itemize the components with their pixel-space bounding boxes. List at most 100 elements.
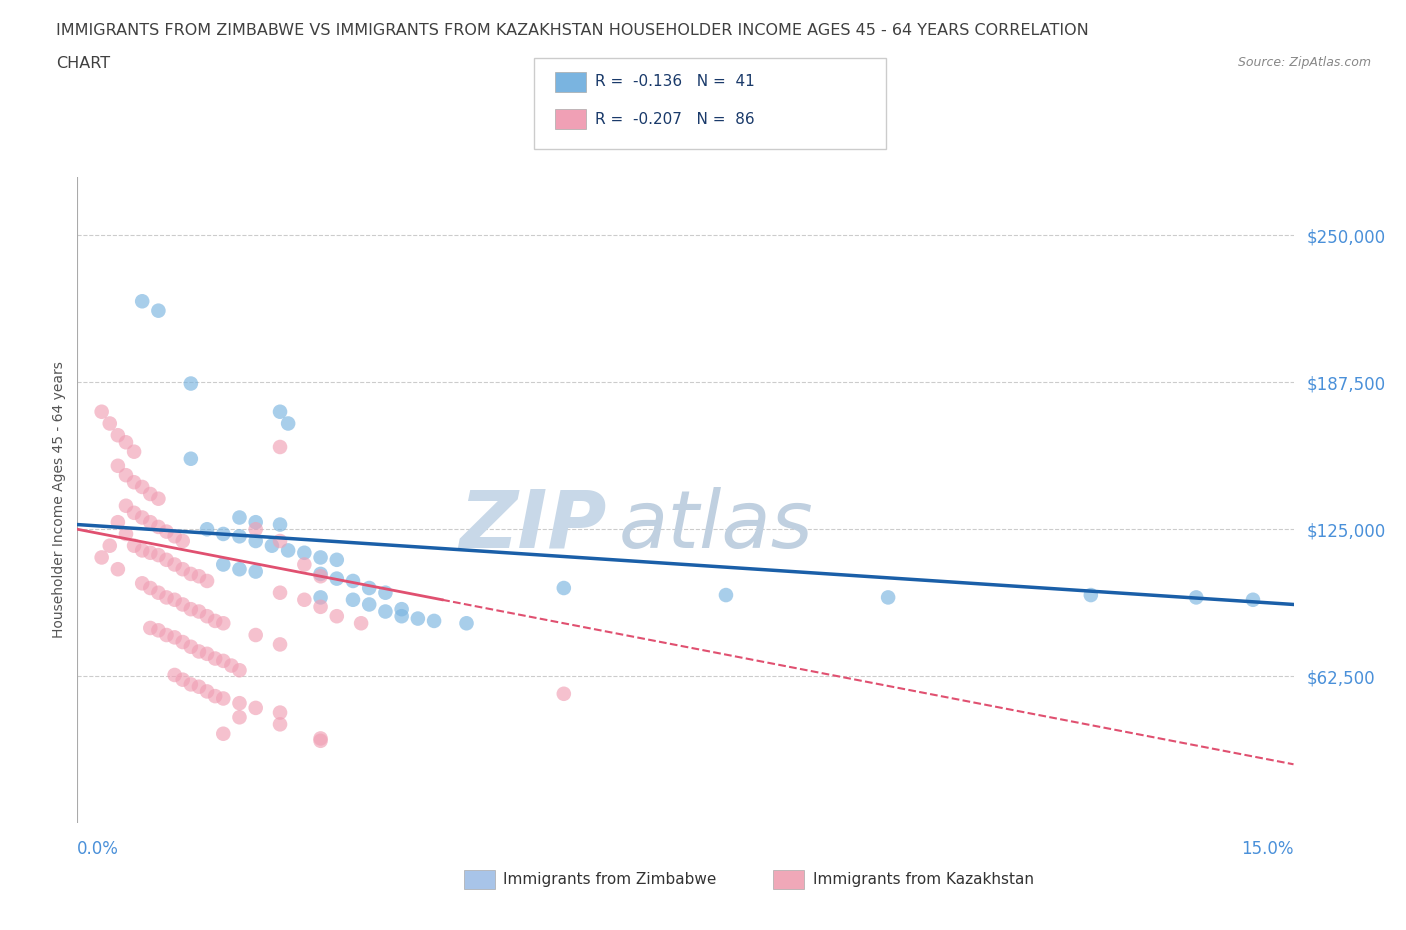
Point — [122, 538, 145, 553]
Text: 15.0%: 15.0% — [1241, 840, 1294, 857]
Point — [1080, 588, 1102, 603]
Point — [456, 616, 478, 631]
Point — [131, 543, 153, 558]
Point — [245, 628, 267, 643]
Point — [195, 684, 218, 698]
Point — [98, 538, 121, 553]
Point — [115, 526, 138, 541]
Point — [139, 580, 162, 595]
Point — [148, 548, 170, 563]
Point — [406, 611, 429, 626]
Text: Immigrants from Kazakhstan: Immigrants from Kazakhstan — [813, 872, 1033, 887]
Point — [374, 604, 396, 619]
Point — [115, 435, 138, 450]
Point — [131, 480, 153, 495]
Point — [155, 590, 177, 604]
Point — [269, 585, 291, 600]
Point — [188, 679, 211, 694]
Point — [163, 529, 186, 544]
Point — [172, 597, 194, 612]
Point — [204, 614, 226, 629]
Point — [212, 726, 235, 741]
Point — [326, 609, 349, 624]
Point — [309, 731, 332, 746]
Point — [228, 529, 250, 544]
Point — [228, 562, 250, 577]
Text: Immigrants from Zimbabwe: Immigrants from Zimbabwe — [503, 872, 717, 887]
Point — [714, 588, 737, 603]
Point — [212, 654, 235, 669]
Point — [309, 590, 332, 604]
Point — [180, 451, 202, 466]
Point — [195, 574, 218, 589]
Point — [155, 628, 177, 643]
Point — [269, 717, 291, 732]
Point — [326, 571, 349, 586]
Point — [309, 569, 332, 584]
Point — [148, 520, 170, 535]
Point — [148, 303, 170, 318]
Point — [180, 566, 202, 581]
Point — [180, 639, 202, 654]
Point — [309, 550, 332, 565]
Point — [115, 468, 138, 483]
Point — [309, 599, 332, 614]
Point — [245, 522, 267, 537]
Text: atlas: atlas — [619, 486, 813, 565]
Point — [228, 710, 250, 724]
Text: IMMIGRANTS FROM ZIMBABWE VS IMMIGRANTS FROM KAZAKHSTAN HOUSEHOLDER INCOME AGES 4: IMMIGRANTS FROM ZIMBABWE VS IMMIGRANTS F… — [56, 23, 1090, 38]
Point — [180, 602, 202, 617]
Point — [188, 604, 211, 619]
Point — [391, 602, 413, 617]
Point — [148, 585, 170, 600]
Point — [277, 543, 299, 558]
Point — [131, 510, 153, 525]
Point — [163, 630, 186, 644]
Point — [342, 574, 364, 589]
Point — [107, 458, 129, 473]
Point — [131, 294, 153, 309]
Point — [148, 491, 170, 506]
Point — [374, 585, 396, 600]
Point — [1185, 590, 1208, 604]
Point — [245, 515, 267, 530]
Point — [107, 428, 129, 443]
Point — [195, 609, 218, 624]
Point — [292, 592, 315, 607]
Point — [212, 691, 235, 706]
Point — [98, 416, 121, 431]
Point — [195, 522, 218, 537]
Point — [172, 672, 194, 687]
Point — [180, 677, 202, 692]
Text: R =  -0.136   N =  41: R = -0.136 N = 41 — [595, 74, 755, 89]
Point — [163, 592, 186, 607]
Point — [139, 515, 162, 530]
Point — [877, 590, 900, 604]
Point — [212, 616, 235, 631]
Point — [195, 646, 218, 661]
Point — [269, 534, 291, 549]
Point — [359, 597, 381, 612]
Point — [269, 637, 291, 652]
Point — [188, 569, 211, 584]
Point — [269, 705, 291, 720]
Point — [188, 644, 211, 659]
Point — [260, 538, 283, 553]
Point — [245, 534, 267, 549]
Point — [228, 696, 250, 711]
Point — [292, 557, 315, 572]
Point — [553, 580, 575, 595]
Point — [122, 445, 145, 459]
Point — [1241, 592, 1264, 607]
Text: Source: ZipAtlas.com: Source: ZipAtlas.com — [1237, 56, 1371, 69]
Point — [204, 689, 226, 704]
Point — [122, 505, 145, 520]
Point — [245, 700, 267, 715]
Point — [342, 592, 364, 607]
Point — [309, 734, 332, 749]
Point — [359, 580, 381, 595]
Point — [277, 416, 299, 431]
Point — [139, 545, 162, 560]
Point — [122, 475, 145, 490]
Point — [204, 651, 226, 666]
